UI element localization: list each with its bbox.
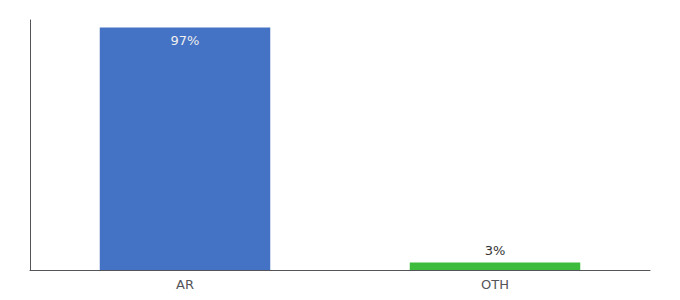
svg-text:97%: 97% (171, 33, 200, 48)
svg-text:3%: 3% (485, 243, 506, 258)
svg-text:AR: AR (176, 277, 194, 292)
svg-text:OTH: OTH (481, 277, 509, 292)
